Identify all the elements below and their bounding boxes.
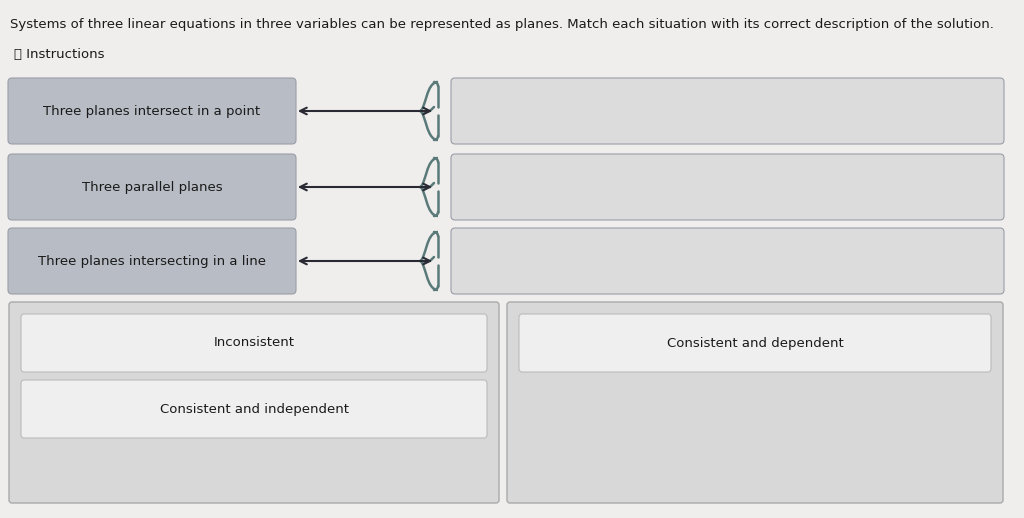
FancyBboxPatch shape (451, 228, 1004, 294)
FancyBboxPatch shape (9, 302, 499, 503)
Text: Three planes intersect in a point: Three planes intersect in a point (43, 105, 260, 118)
FancyBboxPatch shape (8, 154, 296, 220)
FancyBboxPatch shape (519, 314, 991, 372)
FancyBboxPatch shape (8, 78, 296, 144)
Text: Inconsistent: Inconsistent (213, 337, 295, 350)
FancyBboxPatch shape (8, 228, 296, 294)
Text: Three parallel planes: Three parallel planes (82, 180, 222, 194)
FancyBboxPatch shape (22, 314, 487, 372)
FancyBboxPatch shape (451, 78, 1004, 144)
Text: Three planes intersecting in a line: Three planes intersecting in a line (38, 254, 266, 267)
FancyBboxPatch shape (507, 302, 1002, 503)
Text: Systems of three linear equations in three variables can be represented as plane: Systems of three linear equations in thr… (10, 18, 994, 31)
Text: ⓘ Instructions: ⓘ Instructions (14, 48, 104, 61)
Text: Consistent and independent: Consistent and independent (160, 402, 348, 415)
Text: Consistent and dependent: Consistent and dependent (667, 337, 844, 350)
FancyBboxPatch shape (22, 380, 487, 438)
FancyBboxPatch shape (451, 154, 1004, 220)
